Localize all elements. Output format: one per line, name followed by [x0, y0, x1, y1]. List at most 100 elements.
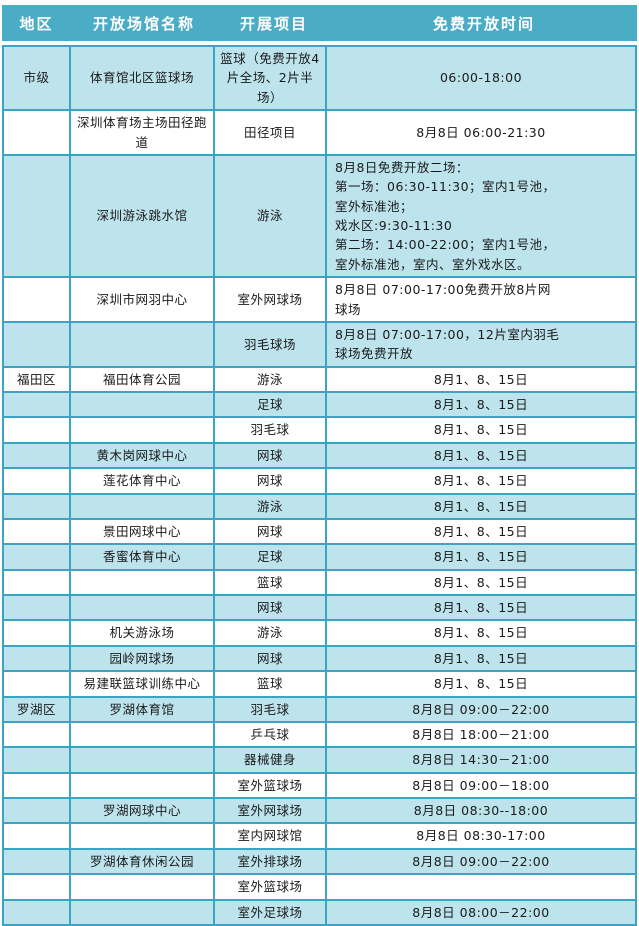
district-cell [4, 418, 71, 442]
district-cell [4, 773, 71, 797]
table-row: 室外篮球场 [4, 875, 635, 901]
district-cell [4, 824, 71, 848]
venue-cell: 深圳游泳跳水馆 [71, 155, 215, 277]
header-venue: 开放场馆名称 [92, 14, 195, 33]
time-cell: 8月1、8、15日 [433, 473, 529, 489]
project-cell: 游泳 [215, 621, 327, 645]
table-row: 室内网球馆 8月8日 08:30-17:00 [4, 824, 635, 850]
table-row: 深圳游泳跳水馆 游泳 8月8日免费开放二场： 第一场：06:30-11:30；室… [4, 155, 635, 279]
time-cell: 8月8日免费开放二场： 第一场：06:30-11:30；室内1号池， 室外标准池… [335, 159, 556, 272]
table-row: 网球 8月1、8、15日 [4, 596, 635, 622]
venue-cell [71, 824, 215, 848]
venue-cell [71, 722, 215, 747]
time-cell [327, 875, 635, 898]
project-cell: 室外网球场 [215, 799, 327, 823]
project-cell: 羽毛球 [215, 418, 327, 442]
district-cell [4, 519, 71, 544]
venue-cell [71, 748, 215, 772]
project-cell: 室外排球场 [215, 849, 327, 874]
table-row: 深圳体育场主场田径跑道 田径项目 8月8日 06:00-21:30 [4, 111, 635, 156]
project-cell: 篮球（免费开放4片全场、2片半场） [215, 47, 327, 110]
district-cell [4, 494, 71, 518]
project-cell: 篮球 [215, 672, 327, 696]
table-row: 游泳 8月1、8、15日 [4, 494, 635, 520]
project-cell: 羽毛球场 [215, 322, 327, 366]
time-cell: 8月1、8、15日 [433, 447, 529, 463]
venue-cell: 罗湖网球中心 [71, 799, 215, 823]
time-cell: 8月8日 18:00－21:00 [412, 726, 550, 742]
project-cell: 乒乓球 [215, 722, 327, 747]
table-row: 易建联篮球训练中心 篮球 8月1、8、15日 [4, 672, 635, 698]
time-cell: 8月8日 09:00－22:00 [412, 701, 550, 717]
table-row: 市级 体育馆北区篮球场 篮球（免费开放4片全场、2片半场） 06:00-18:0… [4, 47, 635, 112]
time-cell: 8月8日 14:30－21:00 [412, 752, 550, 768]
table-header-row: 地区 开放场馆名称 开展项目 免费开放时间 [2, 5, 637, 41]
district-cell [4, 722, 71, 747]
time-cell: 8月1、8、15日 [433, 371, 529, 387]
table-row: 园岭网球场 网球 8月1、8、15日 [4, 646, 635, 673]
time-cell: 8月1、8、15日 [433, 397, 529, 412]
table-row: 足球 8月1、8、15日 [4, 393, 635, 419]
district-cell [4, 672, 71, 696]
time-cell: 06:00-18:00 [439, 70, 523, 86]
district-cell [4, 900, 71, 924]
project-cell: 室外篮球场 [215, 875, 327, 899]
venue-cell [71, 875, 215, 899]
district-cell [4, 111, 71, 154]
table-body: 市级 体育馆北区篮球场 篮球（免费开放4片全场、2片半场） 06:00-18:0… [2, 45, 637, 926]
time-cell: 8月1、8、15日 [433, 625, 529, 641]
project-cell: 游泳 [215, 155, 327, 277]
project-cell: 网球 [215, 519, 327, 544]
time-cell: 8月8日 08:00－22:00 [412, 904, 550, 920]
venue-cell: 深圳体育场主场田径跑道 [71, 111, 215, 154]
table-row: 景田网球中心 网球 8月1、8、15日 [4, 519, 635, 546]
table-row: 器械健身 8月8日 14:30－21:00 [4, 748, 635, 774]
time-cell: 8月8日 09:00－22:00 [412, 853, 550, 869]
project-cell: 室外足球场 [215, 900, 327, 924]
project-cell: 网球 [215, 469, 327, 493]
project-cell: 游泳 [215, 494, 327, 518]
time-cell: 8月1、8、15日 [433, 600, 529, 615]
district-cell [4, 469, 71, 493]
venue-cell [71, 773, 215, 797]
project-cell: 网球 [215, 646, 327, 671]
time-cell: 8月1、8、15日 [433, 523, 529, 539]
district-cell [4, 278, 71, 321]
district-cell [4, 545, 71, 569]
time-cell: 8月8日 07:00-17:00，12片室内羽毛 球场免费开放 [335, 326, 560, 362]
table-row: 罗湖区 罗湖体育馆 羽毛球 8月8日 09:00－22:00 [4, 697, 635, 723]
table-row: 福田区 福田体育公园 游泳 8月1、8、15日 [4, 367, 635, 393]
venue-cell: 易建联篮球训练中心 [71, 672, 215, 696]
project-cell: 足球 [215, 545, 327, 569]
district-cell: 市级 [4, 47, 71, 110]
venue-cell: 香蜜体育中心 [71, 545, 215, 569]
project-cell: 羽毛球 [215, 697, 327, 721]
table-row: 机关游泳场 游泳 8月1、8、15日 [4, 621, 635, 647]
venue-cell: 黄木岗网球中心 [71, 443, 215, 468]
district-cell [4, 646, 71, 671]
district-cell [4, 748, 71, 772]
time-cell: 8月1、8、15日 [433, 574, 529, 590]
project-cell: 足球 [215, 393, 327, 417]
venue-cell [71, 494, 215, 518]
district-cell [4, 596, 71, 620]
table-row: 香蜜体育中心 足球 8月1、8、15日 [4, 545, 635, 571]
table-row: 黄木岗网球中心 网球 8月1、8、15日 [4, 443, 635, 470]
time-cell: 8月8日 07:00-17:00免费开放8片网 球场 [335, 282, 551, 317]
table-row: 莲花体育中心 网球 8月1、8、15日 [4, 469, 635, 495]
project-cell: 网球 [215, 443, 327, 468]
district-cell [4, 393, 71, 417]
table-row: 罗湖网球中心 室外网球场 8月8日 08:30--18:00 [4, 799, 635, 825]
district-cell [4, 875, 71, 899]
venue-cell: 机关游泳场 [71, 621, 215, 645]
time-cell: 8月1、8、15日 [433, 676, 529, 692]
venue-cell: 景田网球中心 [71, 519, 215, 544]
venue-cell: 福田体育公园 [71, 367, 215, 391]
venue-cell: 莲花体育中心 [71, 469, 215, 493]
table-row: 室外篮球场 8月8日 09:00－18:00 [4, 773, 635, 799]
venue-cell [71, 900, 215, 924]
header-project: 开展项目 [239, 14, 308, 33]
venue-cell [71, 570, 215, 594]
table-row: 深圳市网羽中心 室外网球场 8月8日 07:00-17:00免费开放8片网 球场 [4, 278, 635, 323]
